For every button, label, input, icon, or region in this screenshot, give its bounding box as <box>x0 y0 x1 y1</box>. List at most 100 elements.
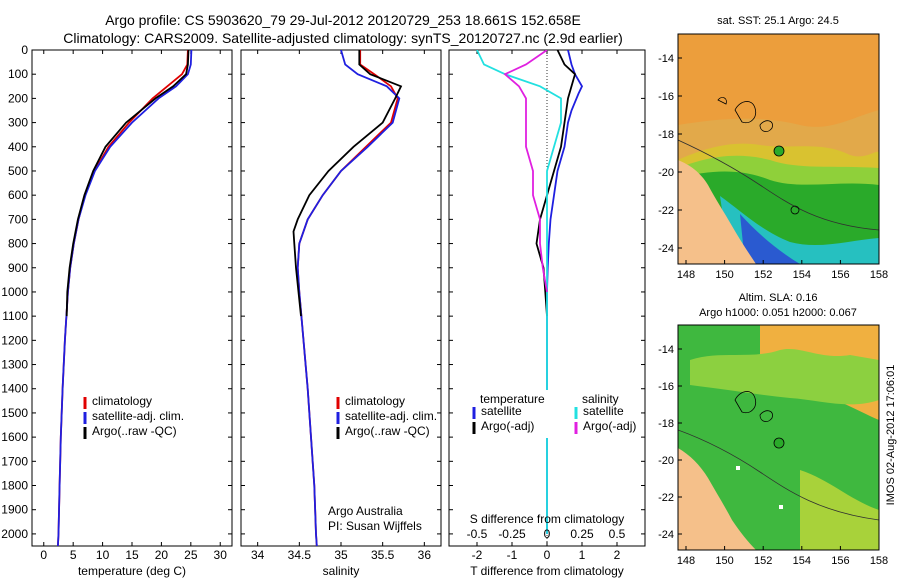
x-tick-label: 35 <box>334 548 348 562</box>
sst-land <box>678 160 756 264</box>
depth-tick-label: 1300 <box>1 358 28 372</box>
legend-temperature-heading: temperature <box>480 392 545 406</box>
map-y-tick-label: -18 <box>658 129 674 141</box>
depth-tick-label: 1600 <box>1 430 28 444</box>
x-tick-label: 2 <box>614 548 621 562</box>
sla-lightgreen-region <box>690 348 879 405</box>
timestamp-stamp: IMOS 02-Aug-2012 17:06:01 <box>885 365 897 506</box>
figure-title-line1: Argo profile: CS 5903620_79 29-Jul-2012 … <box>105 12 581 28</box>
sla-land <box>678 448 756 550</box>
sla-map-title-line1: Altim. SLA: 0.16 <box>739 292 818 304</box>
depth-tick-label: 400 <box>8 140 28 154</box>
temperature-legend: climatology satellite-adj. clim. Argo(..… <box>83 394 184 439</box>
x-tick-label: 34 <box>251 548 265 562</box>
map-y-tick-label: -16 <box>658 381 674 393</box>
sst-map-title: sat. SST: 25.1 Argo: 24.5 <box>717 15 839 27</box>
sla-map-x-ticks: 148 150 152 154 156 158 <box>677 546 888 567</box>
credit-line2: PI: Susan Wijffels <box>328 519 422 533</box>
sla-map: Altim. SLA: 0.16 Argo h1000: 0.051 h2000… <box>658 292 888 567</box>
depth-axis: 0 100 200 300 400 500 600 700 800 900 1000 1100 1200… <box>1 43 232 541</box>
depth-tick-label: 900 <box>8 261 28 275</box>
series-line-s-argo-adj- <box>503 50 548 293</box>
x-tick-label: 5 <box>70 548 77 562</box>
temperature-xlabel: temperature (deg C) <box>78 564 186 578</box>
salinity-lines <box>292 50 403 546</box>
map-y-tick-label: -22 <box>658 492 674 504</box>
map-y-tick-label: -24 <box>658 529 674 541</box>
legend-t-argo-label: Argo(-adj) <box>481 419 534 433</box>
x-tick-label: 36 <box>418 548 432 562</box>
series-line-argo-raw-qc- <box>292 50 403 317</box>
series-line-satellite-adj-clim- <box>296 50 401 546</box>
map-x-tick-label: 156 <box>831 555 849 567</box>
x-tick-label: 0 <box>544 548 551 562</box>
sla-map-title-line2: Argo h1000: 0.051 h2000: 0.067 <box>699 307 857 319</box>
s-tick-label: 0.25 <box>570 527 594 541</box>
map-y-tick-label: -22 <box>658 205 674 217</box>
map-y-tick-label: -14 <box>658 53 674 65</box>
map-x-tick-label: 148 <box>677 269 695 281</box>
sla-map-y-ticks: -14 -16 -18 -20 -22 -24 <box>658 344 682 541</box>
salinity-x-axis: 34 34.5 35 35.5 36 <box>251 50 431 562</box>
s-difference-label: S difference from climatology <box>470 512 625 526</box>
depth-tick-label: 600 <box>8 188 28 202</box>
sst-argo-position <box>773 145 785 157</box>
temperature-axes-box <box>31 49 233 547</box>
sla-white-dot <box>779 505 783 509</box>
map-x-tick-label: 154 <box>793 555 811 567</box>
credit-line1: Argo Australia <box>328 504 403 518</box>
depth-tick-label: 500 <box>8 164 28 178</box>
sla-white-dot <box>736 466 740 470</box>
depth-tick-label: 200 <box>8 91 28 105</box>
sst-map-x-ticks: 148 150 152 154 156 158 <box>677 260 888 281</box>
s-tick-label: 0 <box>544 527 551 541</box>
depth-tick-label: 1800 <box>1 479 28 493</box>
legend-argo-label: Argo(..raw -QC) <box>92 424 177 438</box>
legend-climatology-label: climatology <box>92 394 152 408</box>
sst-blue-band <box>740 214 800 264</box>
sla-map-frame <box>677 324 880 551</box>
map-y-tick-label: -14 <box>658 344 674 356</box>
temperature-panel: 0100200300400500600700800900100011001200… <box>1 43 233 578</box>
map-y-tick-label: -18 <box>658 418 674 430</box>
map-x-tick-label: 150 <box>715 269 733 281</box>
salinity-panel: 34 34.5 35 35.5 36 salinity climatology sate… <box>240 49 442 578</box>
series-line-s-satellite <box>476 50 562 534</box>
depth-tick-label: 0 <box>21 43 28 57</box>
t-difference-label: T difference from climatology <box>470 564 624 578</box>
map-y-tick-label: -20 <box>658 455 674 467</box>
x-tick-label: 1 <box>579 548 586 562</box>
salinity-xlabel: salinity <box>323 564 360 578</box>
x-tick-label: -1 <box>507 548 518 562</box>
temperature-lines <box>57 50 193 546</box>
map-y-tick-label: -24 <box>658 243 674 255</box>
s-difference-tick-labels: -0.5 -0.25 0 0.25 0.5 <box>467 527 626 541</box>
map-x-tick-label: 150 <box>715 555 733 567</box>
depth-tick-label: 1700 <box>1 454 28 468</box>
depth-tick-label: 1900 <box>1 503 28 517</box>
map-x-tick-label: 152 <box>754 555 772 567</box>
x-tick-label: 35.5 <box>371 548 395 562</box>
legend-t-satellite-label: satellite <box>481 404 522 418</box>
legend-s-argo-label: Argo(-adj) <box>583 419 636 433</box>
salinity-axes-box <box>240 49 442 547</box>
legend-climatology-label: climatology <box>345 394 405 408</box>
sst-map-frame <box>677 33 880 265</box>
depth-tick-label: 1100 <box>2 309 28 323</box>
sst-reefs <box>717 97 773 132</box>
sla-lightgreen-south <box>800 470 879 550</box>
figure-title-line2: Climatology: CARS2009. Satellite-adjuste… <box>63 30 623 46</box>
salinity-legend: climatology satellite-adj. clim. Argo(..… <box>336 394 437 439</box>
sst-map-field <box>678 34 879 264</box>
map-y-tick-label: -16 <box>658 91 674 103</box>
s-tick-label: -0.5 <box>467 527 488 541</box>
legend-s-satellite-label: satellite <box>583 404 624 418</box>
depth-tick-label: 1200 <box>1 333 28 347</box>
sla-reefs <box>734 391 773 422</box>
s-tick-label: 0.5 <box>609 527 626 541</box>
x-tick-label: 25 <box>184 548 198 562</box>
sst-map: sat. SST: 25.1 Argo: 24.5 -14 -16 -18 -20 -2… <box>658 15 888 281</box>
legend-satellite-label: satellite-adj. clim. <box>92 409 184 423</box>
legend-salinity-heading: salinity <box>582 392 619 406</box>
